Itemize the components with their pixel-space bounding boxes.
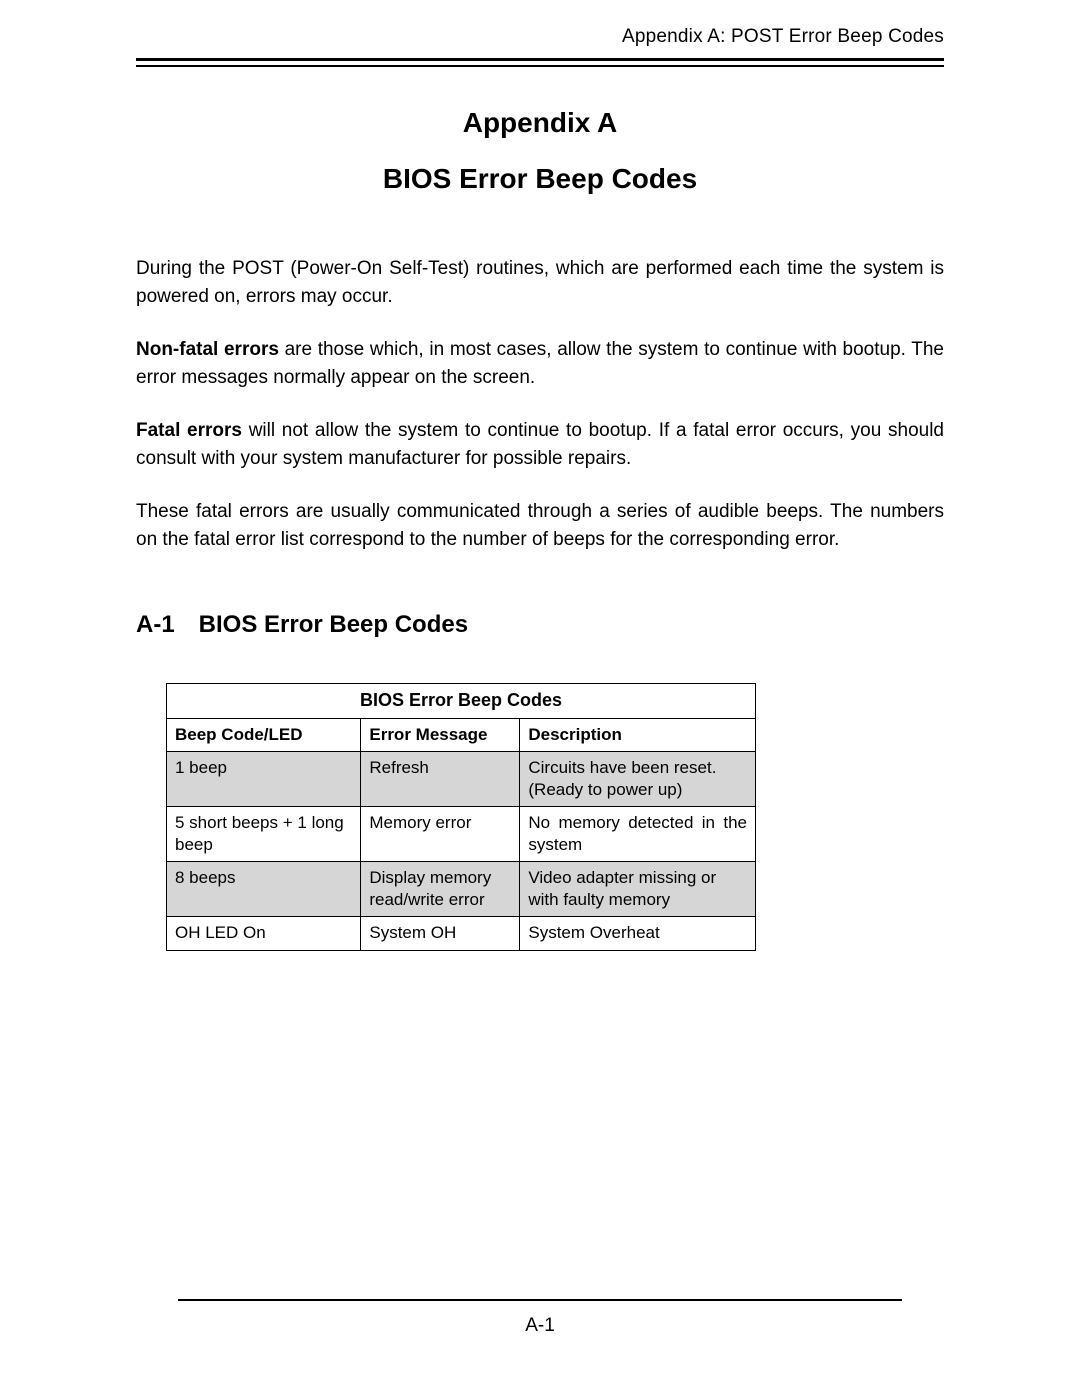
cell-beep-code: 8 beeps (167, 862, 361, 917)
cell-error-message: System OH (361, 917, 520, 950)
intro-paragraph: During the POST (Power-On Self-Test) rou… (136, 255, 944, 310)
cell-error-message: Memory error (361, 807, 520, 862)
section-heading: A-1 BIOS Error Beep Codes (136, 611, 944, 639)
nonfatal-label: Non-fatal errors (136, 339, 279, 360)
header-double-rule (136, 58, 944, 67)
beep-codes-table: BIOS Error Beep Codes Beep Code/LED Erro… (166, 683, 756, 950)
cell-description: Circuits have been reset. (Ready to powe… (520, 751, 756, 806)
page-number: A-1 (178, 1315, 902, 1337)
table-row: OH LED On System OH System Overheat (167, 917, 756, 950)
table-title: BIOS Error Beep Codes (167, 684, 756, 718)
cell-error-message: Refresh (361, 751, 520, 806)
col-header-beep-code: Beep Code/LED (167, 718, 361, 751)
col-header-error-message: Error Message (361, 718, 520, 751)
page-footer: A-1 (178, 1299, 902, 1337)
table-row: 8 beeps Display memory read/write error … (167, 862, 756, 917)
body-text: During the POST (Power-On Self-Test) rou… (136, 255, 944, 553)
title-block: Appendix A BIOS Error Beep Codes (136, 107, 944, 195)
page: Appendix A: POST Error Beep Codes Append… (0, 0, 1080, 1397)
cell-description: No memory detected in the system (520, 807, 756, 862)
fatal-paragraph: Fatal errors will not allow the system t… (136, 417, 944, 472)
col-header-description: Description (520, 718, 756, 751)
fatal-label: Fatal errors (136, 420, 242, 441)
table-row: 5 short beeps + 1 long beep Memory error… (167, 807, 756, 862)
cell-beep-code: OH LED On (167, 917, 361, 950)
table-row: 1 beep Refresh Circuits have been reset.… (167, 751, 756, 806)
appendix-title: Appendix A (136, 107, 944, 139)
cell-beep-code: 5 short beeps + 1 long beep (167, 807, 361, 862)
cell-error-message: Display memory read/write error (361, 862, 520, 917)
running-header: Appendix A: POST Error Beep Codes (136, 26, 944, 48)
cell-description: System Overheat (520, 917, 756, 950)
table-wrapper: BIOS Error Beep Codes Beep Code/LED Erro… (166, 683, 756, 950)
cell-description: Video adapter missing or with faulty mem… (520, 862, 756, 917)
footer-rule (178, 1299, 902, 1301)
cell-beep-code: 1 beep (167, 751, 361, 806)
nonfatal-paragraph: Non-fatal errors are those which, in mos… (136, 336, 944, 391)
document-title: BIOS Error Beep Codes (136, 163, 944, 195)
beeps-paragraph: These fatal errors are usually communica… (136, 498, 944, 553)
fatal-text: will not allow the system to continue to… (136, 420, 944, 469)
